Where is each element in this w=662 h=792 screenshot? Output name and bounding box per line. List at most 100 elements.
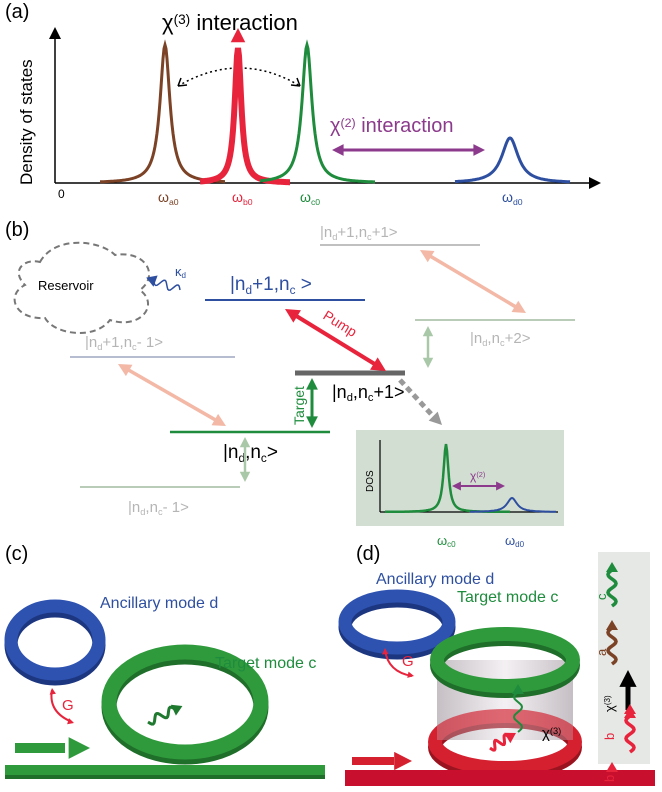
text-part: interaction	[190, 10, 298, 35]
pump-arrow-head	[370, 357, 386, 371]
text-part: +1>	[372, 224, 398, 241]
photon-c	[147, 704, 183, 726]
side-upper-head	[422, 357, 434, 368]
origin-label: 0	[58, 187, 65, 201]
level-label: |nd,nc- 1>	[128, 499, 189, 517]
strip-label: c	[594, 593, 609, 600]
script-part: d0	[513, 197, 523, 207]
waveguide-c-edge	[5, 775, 325, 779]
strip-label: a	[594, 648, 609, 656]
decay-head	[146, 275, 158, 287]
text-part: - 1>	[163, 499, 190, 516]
text-part: - 1>	[137, 334, 164, 351]
peak-a	[100, 39, 225, 184]
target-label: Target	[291, 386, 307, 425]
panel-label: (c)	[5, 543, 28, 565]
strip-b2	[624, 704, 636, 714]
level-label: |nd,nc>	[223, 442, 278, 465]
text-part: χ	[330, 115, 341, 137]
text-part: >	[267, 442, 278, 463]
level-label: |nd+1,nc+1>	[320, 224, 398, 242]
target-ring-c	[101, 644, 269, 760]
inset-omega-d: ωd0	[505, 533, 525, 549]
photon-d	[489, 732, 516, 752]
text-part: |n	[128, 499, 140, 516]
script-part: d	[246, 284, 253, 297]
text-part: |n	[230, 274, 246, 295]
text-part: |n	[332, 382, 347, 402]
target-mode-label: Target mode c	[215, 655, 316, 672]
script-part: c	[132, 342, 137, 352]
script-part: c	[290, 284, 296, 297]
script-part: (2)	[341, 116, 356, 130]
script-part: d	[347, 392, 353, 404]
coupling-upper	[427, 253, 519, 310]
text-part: >	[295, 274, 311, 295]
g-head3	[407, 671, 414, 678]
script-part: d	[97, 342, 102, 352]
chi3-title: χ(3) interaction	[162, 10, 298, 35]
script-part: (3)	[174, 12, 191, 27]
peak-b	[199, 47, 290, 186]
reservoir-cloud	[13, 241, 151, 334]
script-part: (3)	[603, 695, 612, 705]
text-part: |n	[470, 330, 482, 347]
text-part: χ	[162, 10, 174, 35]
peak-label: ωb0	[232, 189, 253, 207]
coupling-label: G	[62, 697, 74, 714]
strip-label: χ(3)	[602, 695, 617, 712]
text-part: ,n	[487, 330, 500, 347]
text-part: +1,n	[102, 334, 132, 351]
text-part: χ	[602, 705, 617, 712]
photon-d-wave	[489, 733, 510, 752]
level-label: |nd,nc+1>	[332, 382, 405, 404]
strip-label: b	[602, 775, 617, 782]
script-part: d	[332, 232, 337, 242]
pointer-head	[428, 411, 442, 425]
chi2-arrow-head	[332, 144, 344, 156]
ancillary-label: Ancillary mode d	[376, 571, 494, 588]
inset-peak-d	[470, 496, 556, 513]
waveguide-d	[345, 770, 655, 786]
strip-c-wave	[606, 568, 618, 608]
inset-chi2-head	[452, 481, 461, 491]
strip-a-wave	[606, 626, 618, 666]
peak-label: ωc0	[300, 189, 320, 207]
g-head2	[49, 688, 56, 695]
strip-label: b	[602, 733, 617, 740]
level-label: |nd,nc+2>	[470, 330, 531, 348]
inset-axis-label: DOS	[365, 470, 376, 492]
strip-a	[606, 620, 618, 666]
script-part: a0	[169, 197, 179, 207]
strip-b2-wave-head	[606, 762, 618, 772]
input-arrow-c	[15, 743, 65, 753]
pump-arrow	[293, 313, 378, 367]
photon-c-head	[170, 704, 183, 716]
ancillary-label: Ancillary mode d	[100, 595, 218, 612]
text-part: κ	[175, 264, 182, 279]
chi2-label: χ(2) interaction	[330, 115, 454, 137]
script-part: c	[158, 507, 163, 517]
script-part: d	[239, 452, 246, 465]
script-part: c	[500, 338, 505, 348]
chi3-photon-wave	[512, 691, 524, 733]
strip-b2-head	[624, 704, 636, 714]
side-lower-head	[239, 437, 251, 448]
input-head-d	[394, 751, 412, 771]
arc-heads	[177, 77, 301, 87]
inset-chi2-head	[496, 481, 505, 491]
script-part: (2)	[476, 470, 486, 479]
y-axis-label: Density of states	[17, 59, 36, 185]
peak-c	[259, 39, 375, 184]
kappa-label: κd	[175, 264, 186, 280]
text-part: ω	[437, 533, 447, 548]
level-label: |nd+1,nc >	[230, 274, 312, 297]
side-lower-head	[239, 471, 251, 482]
strip-c-head	[606, 562, 618, 572]
ancilla-ring-c	[4, 599, 106, 681]
chi2-arrow-head	[473, 144, 485, 156]
ancilla-ring-d	[338, 589, 456, 655]
g-head1	[67, 718, 74, 725]
text-part: |n	[223, 442, 239, 463]
script-part: (3)	[550, 726, 561, 736]
